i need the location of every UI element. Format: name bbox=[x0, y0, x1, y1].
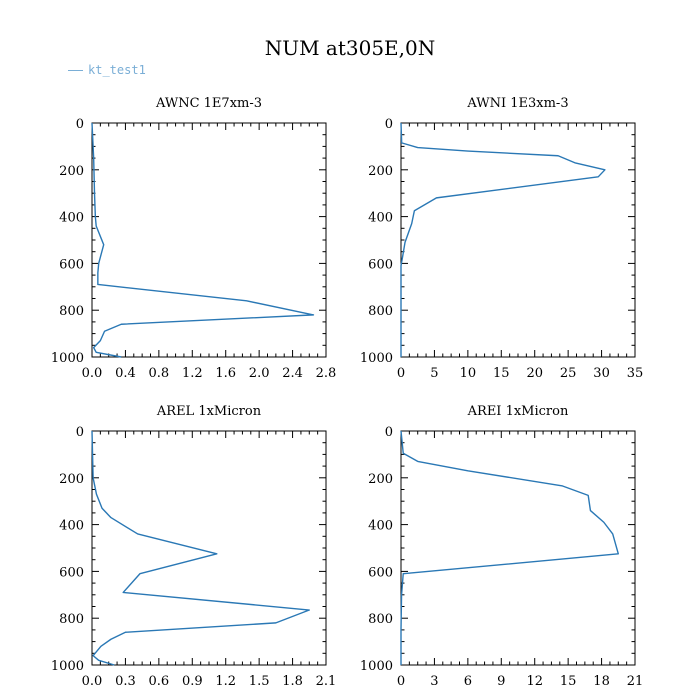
panel-title-awni: AWNI 1E3xm-3 bbox=[466, 96, 568, 111]
legend: kt_test1 bbox=[68, 61, 146, 79]
x-tick-label: 3 bbox=[430, 674, 438, 689]
figure-title: NUM at305E,0N bbox=[264, 36, 436, 60]
legend-label: kt_test1 bbox=[88, 63, 146, 77]
y-tick-label: 1000 bbox=[51, 659, 84, 674]
plot-frame-awni bbox=[400, 122, 636, 358]
x-tick-label: 0 bbox=[397, 366, 405, 381]
x-tick-label: 9 bbox=[497, 674, 505, 689]
y-tick-label: 1000 bbox=[360, 351, 393, 366]
y-tick-label: 200 bbox=[59, 164, 84, 179]
x-tick-label: 0.8 bbox=[149, 366, 170, 381]
plot-frame-awnc bbox=[91, 122, 327, 358]
x-tick-label: 25 bbox=[560, 366, 577, 381]
x-tick-label: 35 bbox=[627, 366, 644, 381]
panel-title-arei: AREI 1xMicron bbox=[467, 404, 569, 419]
y-tick-label: 0 bbox=[385, 425, 393, 440]
x-tick-label: 21 bbox=[627, 674, 644, 689]
legend-line-swatch bbox=[68, 69, 83, 71]
y-tick-label: 600 bbox=[59, 565, 84, 580]
x-tick-label: 0 bbox=[397, 674, 405, 689]
y-tick-label: 800 bbox=[59, 612, 84, 627]
x-tick-label: 2.1 bbox=[316, 674, 337, 689]
x-tick-label: 0.0 bbox=[82, 674, 103, 689]
x-tick-label: 10 bbox=[460, 366, 477, 381]
x-tick-label: 0.3 bbox=[115, 674, 136, 689]
y-tick-label: 600 bbox=[59, 257, 84, 272]
y-tick-label: 800 bbox=[59, 304, 84, 319]
panel-arel: AREL 1xMicron 0.0 0.3 0.6 0.9 1.2 1.5 1.8 2.1 0 20… bbox=[51, 404, 336, 689]
y-tick-label: 200 bbox=[59, 472, 84, 487]
x-tick-label: 2.4 bbox=[282, 366, 303, 381]
x-tick-label: 0.4 bbox=[115, 366, 136, 381]
x-tick-label: 1.5 bbox=[249, 674, 270, 689]
y-tick-label: 400 bbox=[368, 211, 393, 226]
x-tick-label: 12 bbox=[526, 674, 543, 689]
x-tick-label: 1.8 bbox=[282, 674, 303, 689]
y-tick-label: 1000 bbox=[51, 351, 84, 366]
y-tick-label: 800 bbox=[368, 612, 393, 627]
plot-frame-arel bbox=[91, 430, 327, 666]
y-tick-label: 600 bbox=[368, 257, 393, 272]
y-tick-label: 200 bbox=[368, 472, 393, 487]
y-tick-label: 800 bbox=[368, 304, 393, 319]
x-tick-label: 0.6 bbox=[149, 674, 170, 689]
x-tick-label: 1.2 bbox=[215, 674, 236, 689]
series-line-kt-test1 bbox=[400, 122, 606, 357]
x-tick-label: 2.0 bbox=[249, 366, 270, 381]
y-tick-label: 400 bbox=[368, 519, 393, 534]
panel-title-arel: AREL 1xMicron bbox=[156, 404, 262, 419]
plot-frame-arei bbox=[400, 430, 636, 666]
x-tick-label: 15 bbox=[560, 674, 577, 689]
y-tick-label: 600 bbox=[368, 565, 393, 580]
x-tick-label: 20 bbox=[526, 366, 543, 381]
series-line-kt-test1 bbox=[91, 122, 315, 358]
x-tick-label: 0.0 bbox=[82, 366, 103, 381]
x-tick-label: 30 bbox=[593, 366, 610, 381]
y-tick-label: 1000 bbox=[360, 659, 393, 674]
panel-title-awnc: AWNC 1E7xm-3 bbox=[155, 96, 262, 111]
y-tick-label: 0 bbox=[385, 117, 393, 132]
x-tick-label: 6 bbox=[464, 674, 472, 689]
x-tick-label: 5 bbox=[430, 366, 438, 381]
x-tick-label: 18 bbox=[593, 674, 610, 689]
panel-awnc: AWNC 1E7xm-3 0.0 0.4 0.8 1.2 1.6 2.0 2.4 2.8 0 200… bbox=[51, 96, 336, 381]
series-line-kt-test1 bbox=[400, 430, 619, 665]
series-line-kt-test1 bbox=[91, 430, 310, 666]
x-tick-label: 1.2 bbox=[182, 366, 203, 381]
x-tick-label: 2.8 bbox=[316, 366, 337, 381]
y-tick-label: 400 bbox=[59, 211, 84, 226]
panel-arei: AREI 1xMicron 0 3 6 9 12 15 18 21 0 200 400 600 800 10… bbox=[360, 404, 643, 689]
x-tick-label: 15 bbox=[493, 366, 510, 381]
x-tick-label: 1.6 bbox=[215, 366, 236, 381]
y-tick-label: 0 bbox=[76, 117, 84, 132]
x-tick-label: 0.9 bbox=[182, 674, 203, 689]
y-tick-label: 0 bbox=[76, 425, 84, 440]
y-tick-label: 200 bbox=[368, 164, 393, 179]
panel-awni: AWNI 1E3xm-3 0 5 10 15 20 25 30 35 0 200 400 600 800 1… bbox=[360, 96, 643, 381]
y-tick-label: 400 bbox=[59, 519, 84, 534]
